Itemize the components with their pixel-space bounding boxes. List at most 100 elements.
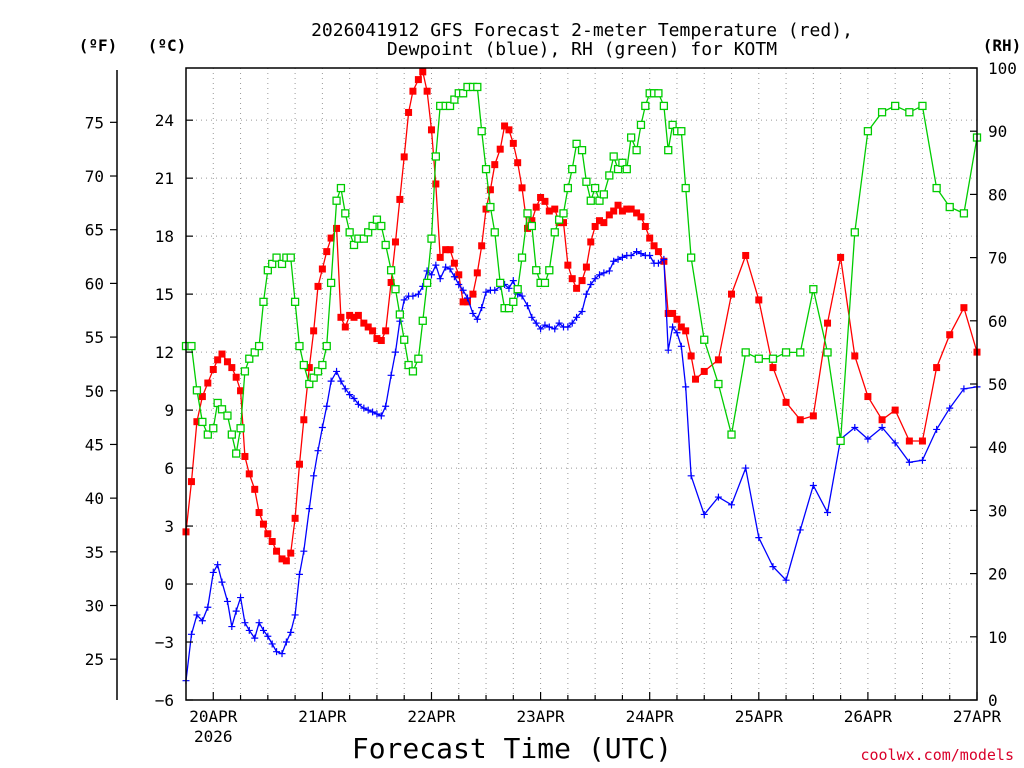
temperature-point (209, 366, 217, 374)
temperature-point (377, 337, 385, 345)
rh-point (686, 253, 696, 262)
dewpoint-point (682, 383, 690, 391)
temperature-point (198, 393, 206, 401)
dewpoint-point (660, 255, 668, 263)
temperature-point (223, 358, 231, 366)
celsius-tick-label: 12 (155, 343, 174, 362)
dewpoint-point (728, 501, 736, 509)
rh-point (768, 354, 778, 363)
temperature-point (933, 364, 941, 372)
rh-point (532, 266, 541, 275)
rh-point (595, 196, 604, 205)
rh-unit-label: (RH) (983, 36, 1022, 55)
temperature-point (432, 180, 440, 188)
dewpoint-point (323, 402, 331, 410)
temperature-point (742, 251, 750, 259)
temperature-point (469, 290, 477, 298)
axes: −6 −3 0 3 6 9 12 15 18 21 24 25 30 35 40 45 50 55 60 65 70 75… (85, 59, 1017, 746)
temperature-point (337, 313, 345, 321)
rh-point (408, 367, 418, 376)
temperature-point (478, 242, 486, 250)
rh-point (605, 171, 614, 180)
dewpoint-point (310, 472, 318, 480)
rh-point (223, 411, 232, 420)
series-temperature (182, 68, 981, 565)
rh-point (259, 297, 268, 306)
date-tick-label: 21APR (298, 707, 347, 726)
temperature-point (405, 108, 413, 116)
temperature-point (427, 126, 435, 134)
dewpoint-point (364, 406, 372, 414)
celsius-tick-label: 9 (164, 401, 174, 420)
rh-point (563, 183, 573, 193)
rh-point (586, 196, 595, 205)
date-tick-label: 22APR (407, 707, 456, 726)
dewpoint-point (291, 611, 299, 619)
fahrenheit-tick-label: 60 (85, 274, 104, 293)
temperature-point (373, 335, 381, 343)
dewpoint-point (782, 576, 790, 584)
temperature-point (409, 87, 417, 95)
dewpoint-point (505, 284, 513, 292)
dewpoint-point (414, 290, 422, 298)
credit-text: coolwx.com/models (860, 746, 1014, 764)
dewpoint-point (555, 319, 563, 327)
temperature-point (310, 327, 318, 335)
rh-point (918, 101, 927, 111)
dewpoint-point (400, 296, 408, 304)
rh-point (559, 209, 568, 218)
rh-point (618, 158, 627, 167)
temperature-point (300, 416, 308, 424)
rh-point (386, 266, 396, 275)
rh-tick-label: 60 (988, 312, 1007, 331)
celsius-tick-label: 21 (155, 169, 174, 188)
rh-point (336, 183, 346, 193)
fahrenheit-tick-label: 70 (85, 167, 104, 186)
temperature-point (423, 87, 431, 95)
rh-point (263, 266, 272, 275)
dewpoint-point (646, 251, 654, 259)
dewpoint-point (687, 472, 695, 480)
rh-point (286, 253, 295, 262)
dewpoint-point (377, 412, 385, 420)
dewpoint-point (578, 308, 586, 316)
temperature-point (341, 323, 349, 331)
dewpoint-point (446, 265, 454, 273)
rh-point (345, 228, 354, 237)
x-axis-title: Forecast Time (UTC) (352, 732, 672, 765)
rh-point (891, 101, 900, 111)
rh-point (326, 278, 336, 288)
temperature-point (323, 248, 331, 256)
celsius-tick-label: −6 (155, 691, 174, 710)
date-tick-label: 25APR (735, 707, 784, 726)
dewpoint-point (387, 371, 395, 379)
rh-point (659, 101, 669, 111)
dewpoint-point (300, 547, 308, 555)
dewpoint-point (198, 617, 206, 625)
temperature-point (600, 219, 608, 227)
date-tick-label: 23APR (517, 707, 566, 726)
dewpoint-point (259, 626, 267, 634)
dewpoint-point (273, 648, 281, 656)
dewpoint-point (633, 248, 641, 256)
fahrenheit-tick-label: 75 (85, 113, 104, 132)
dewpoint-point (518, 292, 526, 300)
dewpoint-point (333, 367, 341, 375)
temperature-point (692, 375, 700, 383)
dewpoint-point (228, 623, 236, 631)
dewpoint-point (587, 280, 595, 288)
temperature-point (291, 514, 299, 522)
temperature-point (501, 122, 509, 130)
dewpoint-point (223, 597, 231, 605)
dewpoint-point (654, 259, 662, 267)
rh-point (268, 259, 277, 269)
temperature-point (436, 253, 444, 261)
dewpoint-point (450, 273, 458, 281)
temperature-point (255, 509, 263, 517)
rh-point (850, 228, 859, 237)
rh-point (422, 278, 432, 288)
year-tick-label: 2026 (194, 727, 233, 746)
temperature-point (400, 153, 408, 161)
dewpoint-point (796, 526, 804, 534)
